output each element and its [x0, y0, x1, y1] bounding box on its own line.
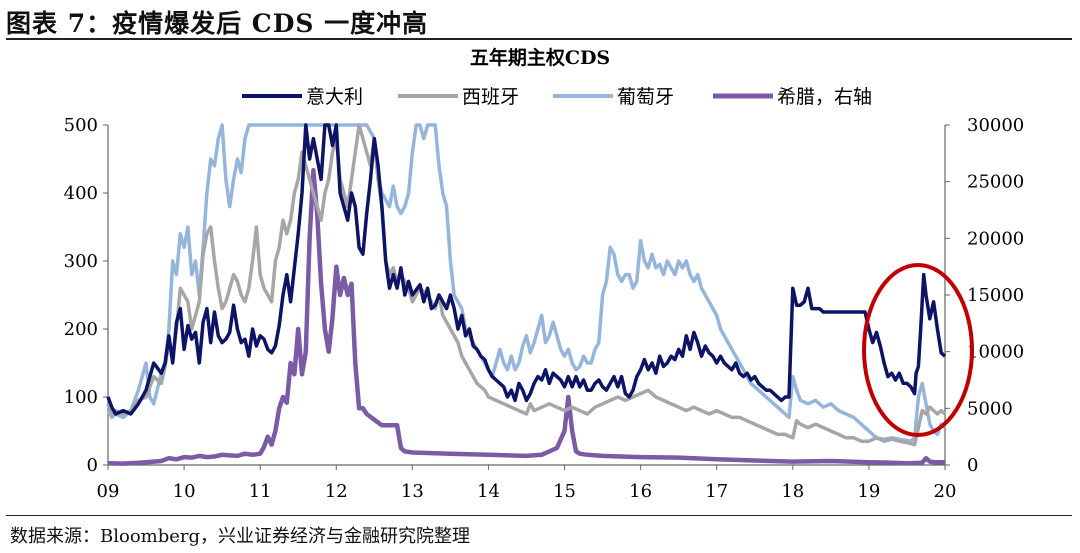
cds-chart: 五年期主权CDS 意大利 西班牙 葡萄牙 希腊，右轴 0100200300400500… [64, 46, 1025, 502]
series-line-2 [106, 123, 947, 443]
source-note: 数据来源：Bloomberg，兴业证券经济与金融研究院整理 [10, 526, 471, 547]
x-tick-label: 16 [629, 481, 652, 502]
x-tick-label: 20 [934, 481, 957, 502]
legend-label-1: 西班牙 [462, 86, 519, 108]
legend-label-3: 希腊，右轴 [777, 86, 872, 108]
x-tick-label: 14 [477, 481, 500, 502]
right-tick-label: 5000 [967, 398, 1013, 419]
figure-title: 图表 7：疫情爆发后 CDS 一度冲高 [6, 9, 429, 38]
x-tick-label: 13 [401, 481, 424, 502]
left-tick-label: 500 [64, 115, 98, 136]
chart-title: 五年期主权CDS [470, 46, 610, 69]
source-rule [6, 515, 1072, 516]
series-line-0 [106, 123, 947, 416]
axes: 0100200300400500050001000015000200002500… [64, 115, 1025, 502]
right-tick-label: 10000 [967, 342, 1024, 363]
x-tick-label: 09 [97, 481, 120, 502]
x-tick-label: 19 [857, 481, 880, 502]
legend-label-2: 葡萄牙 [617, 86, 674, 108]
left-tick-label: 100 [64, 387, 98, 408]
right-tick-label: 0 [967, 455, 978, 476]
right-tick-label: 30000 [967, 115, 1024, 136]
x-tick-label: 17 [705, 481, 728, 502]
legend: 意大利 西班牙 葡萄牙 希腊，右轴 [242, 86, 872, 108]
x-tick-label: 15 [553, 481, 576, 502]
right-tick-label: 25000 [967, 172, 1024, 193]
left-tick-label: 300 [64, 251, 98, 272]
right-tick-label: 20000 [967, 228, 1024, 249]
highlight-circle [862, 263, 974, 437]
left-tick-label: 0 [87, 455, 98, 476]
x-tick-label: 10 [173, 481, 196, 502]
series-group [106, 123, 947, 466]
legend-label-0: 意大利 [306, 86, 363, 108]
left-tick-label: 200 [64, 319, 98, 340]
series-line-3 [107, 168, 945, 466]
title-rule [6, 38, 1072, 40]
right-tick-label: 15000 [967, 285, 1024, 306]
x-tick-label: 12 [325, 481, 348, 502]
left-tick-label: 400 [64, 183, 98, 204]
x-tick-label: 11 [249, 481, 272, 502]
x-tick-label: 18 [781, 481, 804, 502]
